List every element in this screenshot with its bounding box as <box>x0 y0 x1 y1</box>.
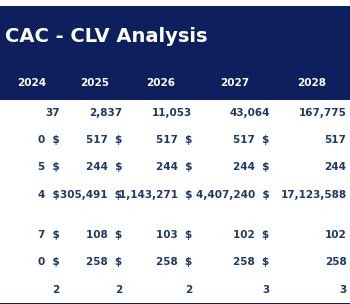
Text: 103  $: 103 $ <box>156 230 192 240</box>
Text: 517  $: 517 $ <box>86 135 122 145</box>
FancyBboxPatch shape <box>0 154 350 181</box>
FancyBboxPatch shape <box>0 222 350 249</box>
Text: 258  $: 258 $ <box>86 257 122 268</box>
Text: 0  $: 0 $ <box>38 257 60 268</box>
FancyBboxPatch shape <box>0 249 350 276</box>
Text: 244  $: 244 $ <box>86 162 122 172</box>
Text: 43,064: 43,064 <box>229 108 270 118</box>
Text: 517: 517 <box>325 135 346 145</box>
Text: 11,053: 11,053 <box>152 108 192 118</box>
Text: 5  $: 5 $ <box>38 162 60 172</box>
FancyBboxPatch shape <box>0 181 350 208</box>
Text: 2: 2 <box>52 285 60 295</box>
Text: 4,407,240  $: 4,407,240 $ <box>196 190 270 199</box>
Text: 2: 2 <box>115 285 122 295</box>
Text: 258: 258 <box>325 257 346 268</box>
Text: 1,143,271  $: 1,143,271 $ <box>119 190 192 199</box>
Text: 258  $: 258 $ <box>233 257 270 268</box>
FancyBboxPatch shape <box>0 127 350 154</box>
Text: 167,775: 167,775 <box>299 108 346 118</box>
Text: 0  $: 0 $ <box>38 135 60 145</box>
FancyBboxPatch shape <box>0 99 350 127</box>
Text: 37: 37 <box>45 108 60 118</box>
Text: 244: 244 <box>324 162 346 172</box>
Text: 2025: 2025 <box>80 78 109 88</box>
Text: 2: 2 <box>185 285 192 295</box>
FancyBboxPatch shape <box>0 66 350 99</box>
Text: 2028: 2028 <box>297 78 326 88</box>
Text: 517  $: 517 $ <box>233 135 270 145</box>
Text: 108  $: 108 $ <box>86 230 122 240</box>
Text: 7  $: 7 $ <box>37 230 60 240</box>
Text: 258  $: 258 $ <box>156 257 192 268</box>
Text: 305,491  $: 305,491 $ <box>61 190 122 199</box>
Text: 4  $: 4 $ <box>37 190 60 199</box>
FancyBboxPatch shape <box>0 276 350 303</box>
Text: 3: 3 <box>339 285 346 295</box>
Text: 244  $: 244 $ <box>156 162 192 172</box>
Text: 244  $: 244 $ <box>233 162 270 172</box>
Text: 102: 102 <box>325 230 346 240</box>
Text: 102  $: 102 $ <box>233 230 270 240</box>
Text: 17,123,588: 17,123,588 <box>280 190 346 199</box>
Text: 2026: 2026 <box>147 78 175 88</box>
FancyBboxPatch shape <box>0 303 350 304</box>
FancyBboxPatch shape <box>0 6 350 66</box>
Text: 2027: 2027 <box>220 78 249 88</box>
Text: 2024: 2024 <box>17 78 46 88</box>
Text: 517  $: 517 $ <box>156 135 192 145</box>
Text: CAC - CLV Analysis: CAC - CLV Analysis <box>5 27 208 46</box>
Text: 3: 3 <box>262 285 270 295</box>
Text: 2,837: 2,837 <box>89 108 122 118</box>
